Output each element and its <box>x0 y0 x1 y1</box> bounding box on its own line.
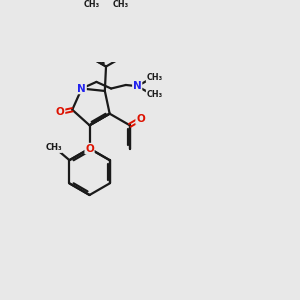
Text: CH₃: CH₃ <box>84 0 100 9</box>
Text: CH₃: CH₃ <box>45 143 62 152</box>
Text: CH₃: CH₃ <box>112 0 128 9</box>
Text: CH₃: CH₃ <box>146 90 163 99</box>
Text: N: N <box>77 83 86 94</box>
Text: O: O <box>136 114 145 124</box>
Text: N: N <box>133 81 142 91</box>
Text: CH₃: CH₃ <box>146 74 163 82</box>
Text: O: O <box>85 143 94 154</box>
Text: O: O <box>56 107 64 117</box>
